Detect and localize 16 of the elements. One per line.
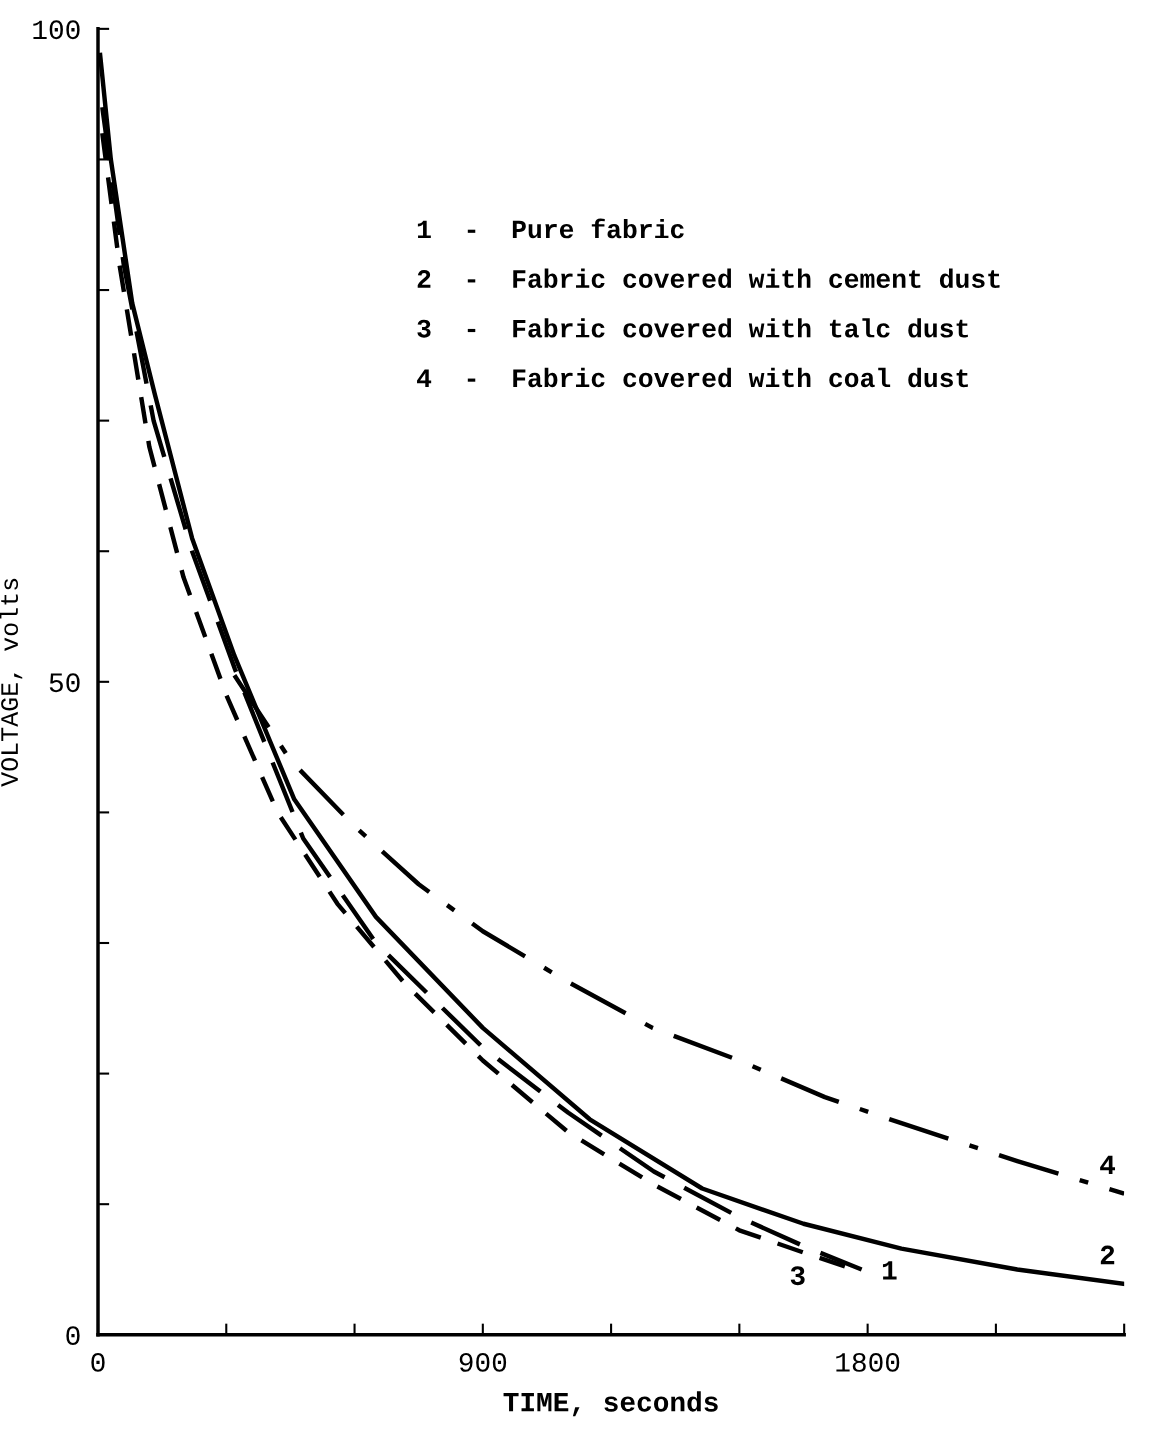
annotation: 3 - Fabric covered with talc dust [417, 318, 968, 338]
series-label: 1 [882, 1261, 897, 1280]
x-axis-title: TIME, seconds [503, 1391, 718, 1417]
x-tick-label: 0 [91, 1352, 105, 1372]
y-tick-label: 50 [49, 673, 80, 693]
annotation: 4 - Fabric covered with coal dust [417, 367, 968, 388]
y-tick-label: 0 [66, 1326, 80, 1346]
annotation: 2 - Fabric covered with cement dust [417, 268, 1000, 288]
series-label: 4 [1100, 1155, 1116, 1175]
series-label: 3 [790, 1266, 805, 1286]
y-axis-title: VOLTAGE, volts [0, 578, 23, 787]
x-tick-label: 900 [459, 1352, 507, 1372]
series-label: 2 [1100, 1245, 1115, 1265]
x-tick-label: 1800 [836, 1352, 900, 1372]
annotation: 1 - Pure fabric [417, 218, 684, 239]
y-tick-label: 100 [33, 20, 80, 40]
